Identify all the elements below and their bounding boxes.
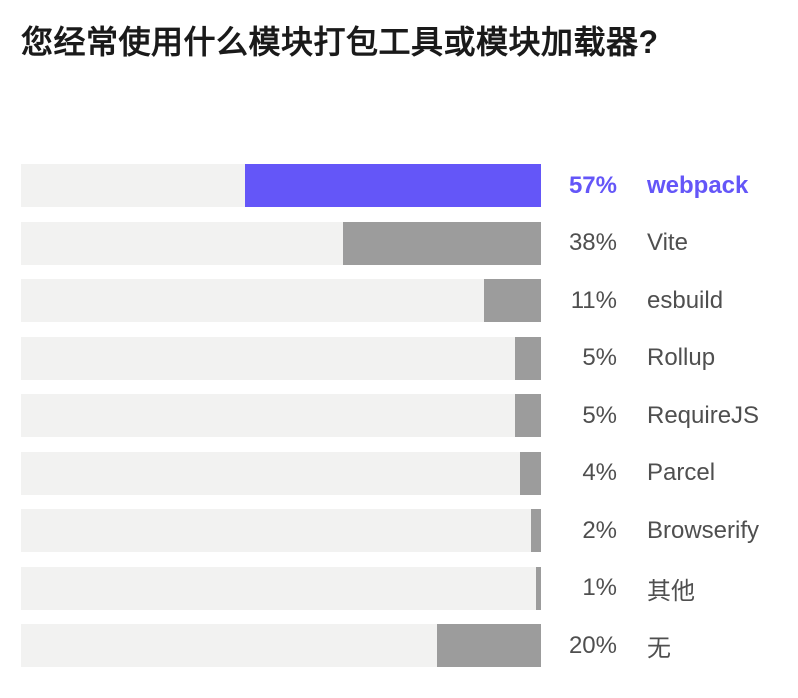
bar-row: 5% RequireJS	[21, 394, 798, 437]
bar-value: 20%	[568, 631, 617, 659]
bar-fill	[530, 509, 541, 552]
chart-title: 您经常使用什么模块打包工具或模块加载器?	[21, 24, 659, 60]
bar-value: 38%	[568, 229, 617, 256]
bar-row: 20% 无	[21, 624, 798, 667]
survey-results-page: 您经常使用什么模块打包工具或模块加载器? 57% webpack 38% Vit…	[0, 22, 798, 698]
bar-value: 57%	[568, 171, 617, 199]
bar-value: 5%	[582, 401, 617, 429]
bar-fill	[520, 451, 541, 495]
bar-label: 其他	[647, 577, 695, 605]
bar-row: 4% Parcel	[21, 451, 798, 495]
bar-row: 11% esbuild	[21, 279, 798, 322]
bar-track	[21, 451, 541, 495]
bar-label: esbuild	[647, 286, 724, 314]
bar-value: 2%	[582, 516, 617, 544]
bar-label: Vite	[647, 229, 688, 256]
bar-track	[21, 509, 541, 552]
bar-track	[21, 279, 541, 322]
bar-track	[21, 164, 541, 207]
bar-row: 5% Rollup	[21, 336, 798, 380]
bar-fill	[515, 336, 541, 380]
bar-row: 38% Vite	[21, 221, 798, 265]
bar-row: 2% Browserify	[21, 509, 798, 552]
bar-value: 4%	[582, 459, 617, 486]
bar-label: Browserify	[647, 516, 760, 544]
bar-row: 1% 其他	[21, 566, 798, 610]
bar-value: 1%	[582, 574, 617, 601]
bar-value: 5%	[582, 344, 617, 371]
bar-label: Parcel	[647, 459, 716, 486]
bar-fill	[535, 566, 541, 610]
bar-chart: 57% webpack 38% Vite 11% esbuild 5% Roll…	[21, 164, 798, 667]
bar-track	[21, 221, 541, 265]
bar-track	[21, 566, 541, 610]
bar-fill	[343, 221, 541, 265]
bar-track	[21, 336, 541, 380]
bar-row: 57% webpack	[21, 164, 798, 207]
bar-fill	[515, 394, 541, 437]
bar-label: Rollup	[647, 344, 716, 371]
bar-track	[21, 624, 541, 667]
bar-label: RequireJS	[647, 401, 760, 429]
bar-fill	[437, 624, 541, 667]
bar-fill	[244, 164, 541, 207]
bar-fill	[483, 279, 541, 322]
bar-label: webpack	[647, 171, 749, 199]
bar-track	[21, 394, 541, 437]
bar-label: 无	[647, 635, 671, 662]
bar-value: 11%	[570, 286, 617, 314]
